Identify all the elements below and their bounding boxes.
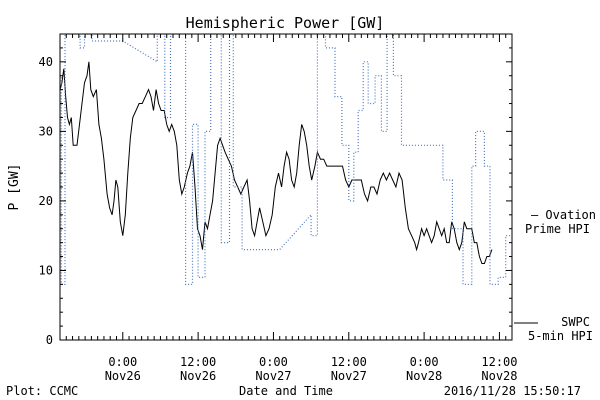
series-line-1: [60, 34, 512, 285]
plot-credit: Plot: CCMC: [6, 384, 78, 398]
y-tick-label: 30: [39, 124, 53, 138]
legend-ovation-line1: — Ovation: [531, 208, 596, 222]
x-tick-label-time: 0:00: [259, 355, 288, 369]
x-tick-label-time: 12:00: [481, 355, 517, 369]
x-tick-label-date: Nov28: [406, 369, 442, 383]
legend-swpc-line2: 5-min HPI: [528, 329, 593, 343]
x-tick-label-date: Nov27: [255, 369, 291, 383]
chart-title: Hemispheric Power [GW]: [186, 14, 385, 32]
y-axis-label: P [GW]: [7, 164, 22, 211]
y-tick-label: 40: [39, 55, 53, 69]
series-line-0: [60, 61, 493, 264]
plot-frame: [59, 33, 513, 341]
x-tick-label-date: Nov26: [105, 369, 141, 383]
x-tick-label-date: Nov28: [481, 369, 517, 383]
x-tick-label-time: 12:00: [331, 355, 367, 369]
x-tick-label-time: 0:00: [410, 355, 439, 369]
x-tick-label-date: Nov26: [180, 369, 216, 383]
plot-area: [60, 34, 512, 285]
legend-swpc-line1: SWPC: [561, 315, 590, 329]
x-tick-label-date: Nov27: [331, 369, 367, 383]
timestamp: 2016/11/28 15:50:17: [444, 384, 581, 398]
y-tick-label: 10: [39, 263, 53, 277]
legend-ovation-line2: Prime HPI: [525, 222, 590, 236]
y-tick-label: 20: [39, 194, 53, 208]
axis-ticks: 0102030400:00Nov2612:00Nov260:00Nov2712:…: [39, 34, 518, 383]
y-tick-label: 0: [46, 333, 53, 347]
x-tick-label-time: 0:00: [108, 355, 137, 369]
x-tick-label-time: 12:00: [180, 355, 216, 369]
x-axis-label: Date and Time: [239, 384, 333, 398]
